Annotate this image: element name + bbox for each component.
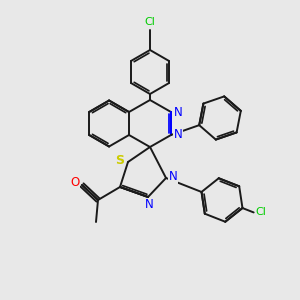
Text: N: N: [174, 128, 182, 142]
Text: O: O: [70, 176, 80, 190]
Text: N: N: [174, 106, 182, 118]
Text: Cl: Cl: [255, 207, 266, 218]
Text: N: N: [145, 199, 153, 212]
Text: S: S: [116, 154, 124, 167]
Text: Cl: Cl: [145, 17, 155, 27]
Text: N: N: [169, 170, 177, 184]
